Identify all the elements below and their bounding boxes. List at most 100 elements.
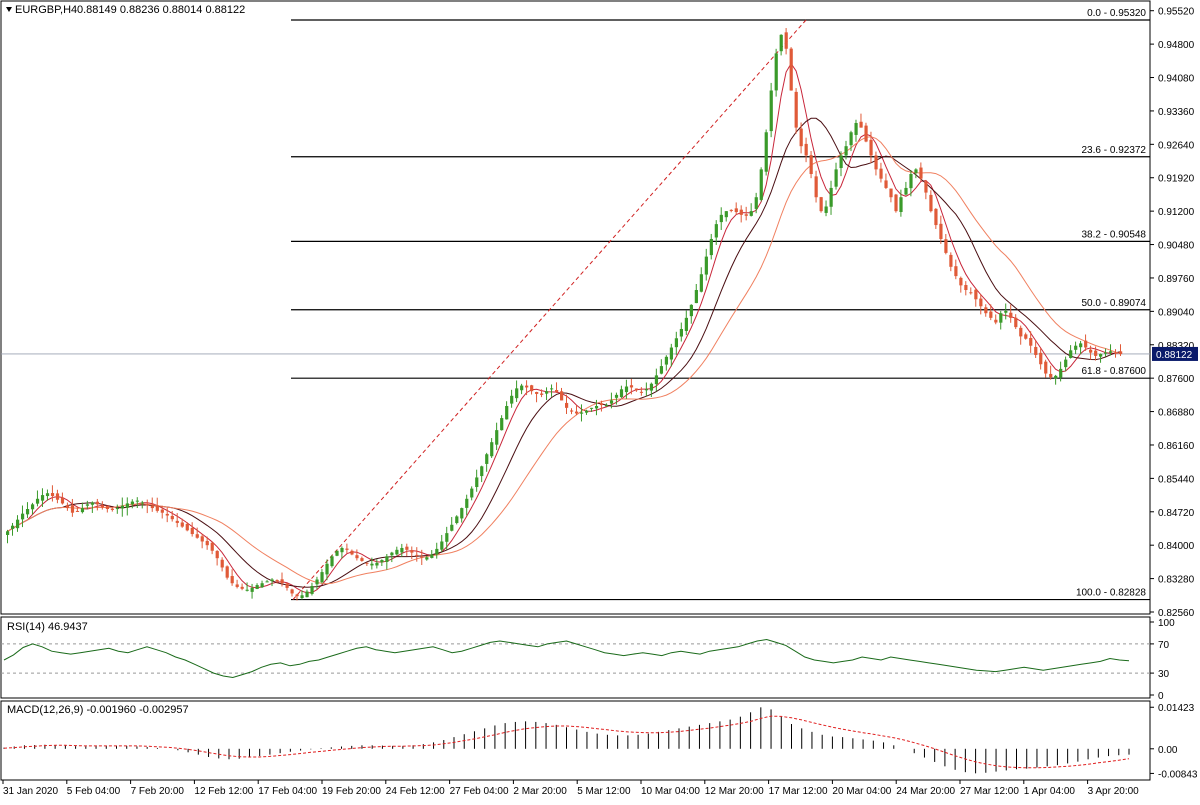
price-tick-label: 0.86160 [1158,441,1195,452]
bull-candle [450,524,454,531]
bear-candle [1114,352,1118,354]
bull-candle [330,556,334,567]
bull-candle [260,583,264,588]
bear-candle [859,121,863,128]
bear-candle [1039,352,1043,365]
bull-candle [754,197,758,209]
bear-candle [734,208,738,213]
ohlc-values: 0.88149 0.88236 0.88014 0.88122 [77,4,245,16]
price-tick-label: 0.90480 [1158,241,1195,252]
moving-average-line [7,136,1121,585]
bear-candle [1014,317,1018,328]
bull-candle [909,174,913,189]
price-tick-label: 0.91200 [1158,207,1195,218]
price-tick-label: 0.85440 [1158,474,1195,485]
bull-candle [505,406,509,420]
bull-candle [1064,359,1068,368]
bear-candle [100,505,105,508]
time-axis[interactable]: 31 Jan 2020 5 Feb 04:00 7 Feb 20:00 12 Feb … [2,780,1139,797]
price-axis[interactable]: 0.95520 0.94800 0.94080 0.93360 0.92640 0.919… [1150,7,1198,619]
bull-candle [310,586,314,594]
macd-title: MACD(12,26,9) -0.001960 -0.002957 [7,704,189,716]
time-tick-label: 24 Feb 12:00 [386,786,445,797]
bear-candle [874,155,878,170]
bear-candle [959,277,963,286]
bear-candle [105,505,110,510]
bear-candle [934,208,938,226]
bull-candle [435,548,439,555]
bear-candle [210,542,214,551]
bull-candle [769,90,773,132]
bear-candle [1119,351,1123,355]
symbol-dropdown-icon[interactable] [6,7,12,12]
bear-candle [964,285,968,291]
time-tick-label: 7 Feb 20:00 [131,786,185,797]
bear-candle [1009,312,1013,318]
bull-candle [764,132,768,172]
bull-candle [460,508,464,519]
bull-candle [470,488,474,498]
bull-candle [130,501,134,505]
bear-candle [809,155,813,175]
bull-candle [440,541,444,550]
bull-candle [425,557,429,560]
bear-candle [629,385,634,388]
bull-candle [10,525,15,529]
symbol-timeframe: EURGBP,H4 [15,4,77,16]
bear-candle [744,214,748,216]
bear-candle [879,168,883,179]
fib-level-label: 0.0 - 0.95320 [1087,8,1146,19]
bear-candle [215,551,219,559]
bull-candle [500,418,504,431]
bear-candle [410,550,414,553]
bear-candle [1084,340,1088,348]
bull-candle [25,509,30,515]
bull-candle [779,34,783,52]
bull-candle [245,589,249,591]
bear-candle [170,515,174,520]
bull-candle [999,313,1003,323]
price-tick-label: 0.93360 [1158,107,1195,118]
price-tick-label: 0.87600 [1158,374,1195,385]
bull-candle [45,493,50,497]
price-tick-label: 0.89760 [1158,274,1195,285]
bull-candle [385,556,389,562]
bear-candle [350,550,354,555]
time-tick-label: 27 Feb 04:00 [450,786,509,797]
price-tick-label: 0.92640 [1158,140,1195,151]
bear-candle [729,209,733,211]
bear-candle [60,497,65,504]
bull-candle [80,508,85,513]
bull-candle [485,454,489,464]
macd-tick-label: -0.00843 [1158,769,1198,780]
bull-candle [325,563,329,575]
price-tick-label: 0.91920 [1158,174,1195,185]
bear-candle [50,493,55,497]
bull-candle [1054,375,1058,379]
fibonacci-retracement[interactable]: 0.0 - 0.95320 23.6 - 0.92372 38.2 - 0.9054… [1,8,1150,601]
time-tick-label: 31 Jan 2020 [3,786,58,797]
bear-candle [954,266,958,277]
bull-candle [90,502,95,505]
bear-candle [949,254,953,267]
price-tick-label: 0.88320 [1158,341,1195,352]
moving-average-line [7,117,1121,588]
bull-candle [250,587,254,592]
bull-candle [589,407,594,409]
bull-candle [305,591,309,598]
time-tick-label: 17 Feb 04:00 [258,786,317,797]
price-tick-label: 0.86880 [1158,408,1195,419]
bull-candle [1099,354,1103,357]
fib-level-label: 23.6 - 0.92372 [1082,145,1147,156]
bull-candle [455,516,459,524]
bull-candle [614,394,619,398]
bull-candle [445,533,449,542]
bear-candle [924,181,928,193]
bull-candle [475,477,479,488]
bull-candle [1079,343,1083,348]
bull-candle [829,187,833,207]
price-tick-label: 0.94080 [1158,74,1195,85]
bull-candle [140,502,144,504]
